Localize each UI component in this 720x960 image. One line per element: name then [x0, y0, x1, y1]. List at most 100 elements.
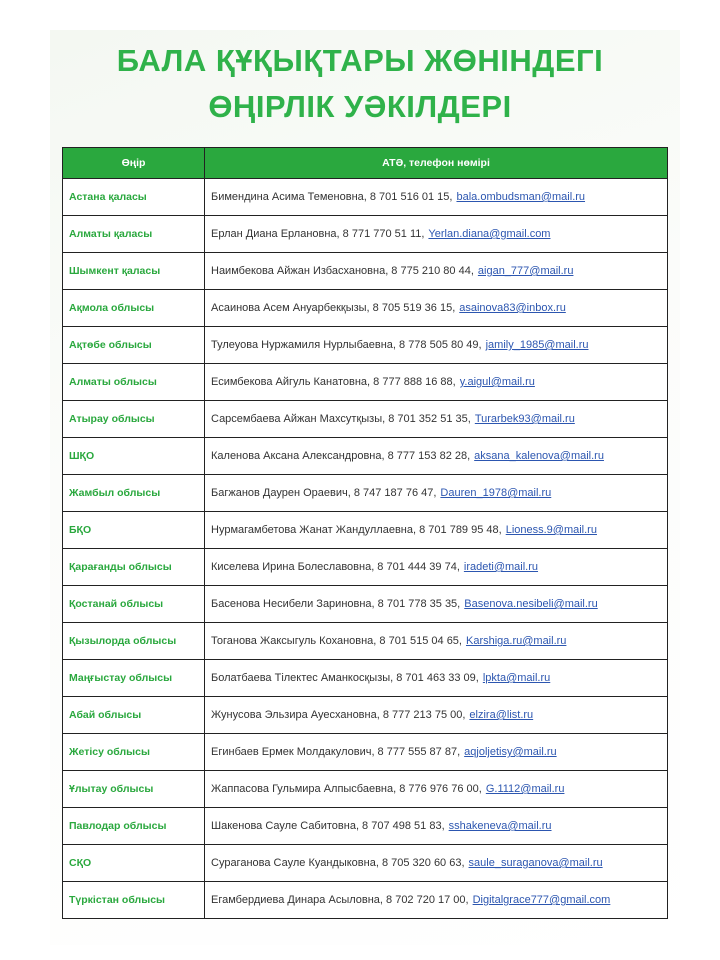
region-cell: СҚО: [62, 844, 205, 882]
email-link[interactable]: saule_suraganova@mail.ru: [468, 857, 603, 869]
email-link[interactable]: jamily_1985@mail.ru: [485, 339, 589, 351]
region-cell: Түркістан облысы: [62, 881, 205, 919]
contact-text: Ерлан Диана Ерлановна, 8 771 770 51 11,: [211, 228, 425, 240]
contact-text: Болатбаева Тілектес Аманкосқызы, 8 701 4…: [211, 672, 479, 684]
header-row: Өңір АТӘ, телефон нөмірі: [62, 147, 668, 179]
email-link[interactable]: Karshiga.ru@mail.ru: [465, 635, 567, 647]
contact-text: Егамбердиева Динара Асыловна, 8 702 720 …: [211, 894, 469, 906]
contact-text: Бимендина Асима Теменовна, 8 701 516 01 …: [211, 191, 453, 203]
email-link[interactable]: Lioness.9@mail.ru: [505, 524, 597, 536]
table-row: Шымкент қаласы Наимбекова Айжан Избасхано…: [62, 252, 668, 290]
region-cell: Қарағанды облысы: [62, 548, 205, 586]
region-cell: Ұлытау облысы: [62, 770, 205, 808]
email-link[interactable]: sshakeneva@mail.ru: [448, 820, 552, 832]
email-link[interactable]: iradeti@mail.ru: [463, 561, 539, 573]
contact-text: Егинбаев Ермек Молдакулович, 8 777 555 8…: [211, 746, 461, 758]
table-row: Қарағанды облысы Киселева Ирина Болеславо…: [62, 548, 668, 586]
region-cell: Маңғыстау облысы: [62, 659, 205, 697]
table-row: Алматы облысы Есимбекова Айгуль Канатовна…: [62, 363, 668, 401]
contact-text: Наимбекова Айжан Избасхановна, 8 775 210…: [211, 265, 474, 277]
email-link[interactable]: lpkta@mail.ru: [482, 672, 551, 684]
table: Өңір АТӘ, телефон нөмірі Астана қаласы Би…: [62, 147, 668, 919]
contact-cell: Киселева Ирина Болеславовна, 8 701 444 3…: [204, 548, 668, 586]
contact-text: Басенова Несибели Зариновна, 8 701 778 3…: [211, 598, 461, 610]
region-cell: Ақмола облысы: [62, 289, 205, 327]
contact-cell: Бимендина Асима Теменовна, 8 701 516 01 …: [204, 178, 668, 216]
region-cell: БҚО: [62, 511, 205, 549]
region-cell: Абай облысы: [62, 696, 205, 734]
table-row: Атырау облысы Сарсембаева Айжан Махсутқыз…: [62, 400, 668, 438]
region-cell: Астана қаласы: [62, 178, 205, 216]
region-cell: Алматы қаласы: [62, 215, 205, 253]
contact-cell: Тулеуова Нуржамиля Нурлыбаевна, 8 778 50…: [204, 326, 668, 364]
column-header: АТӘ, телефон нөмірі: [204, 147, 668, 179]
email-link[interactable]: Basenova.nesibeli@mail.ru: [464, 598, 598, 610]
email-link[interactable]: aqjoljetisy@mail.ru: [464, 746, 557, 758]
contact-cell: Сураганова Сауле Куандыковна, 8 705 320 …: [204, 844, 668, 882]
contact-cell: Егинбаев Ермек Молдакулович, 8 777 555 8…: [204, 733, 668, 771]
contact-cell: Жаппасова Гульмира Алпысбаевна, 8 776 97…: [204, 770, 668, 808]
title-line: БАЛА ҚҰҚЫҚТАРЫ ЖӨНІНДЕГІ: [116, 43, 604, 78]
table-row: Ұлытау облысы Жаппасова Гульмира Алпысбае…: [62, 770, 668, 808]
table-row: Астана қаласы Бимендина Асима Теменовна, …: [62, 178, 668, 216]
contact-cell: Жунусова Эльзира Ауесхановна, 8 777 213 …: [204, 696, 668, 734]
table-row: Қостанай облысы Басенова Несибели Заринов…: [62, 585, 668, 623]
contact-text: Нурмагамбетова Жанат Жандуллаевна, 8 701…: [211, 524, 502, 536]
email-link[interactable]: Yerlan.diana@gmail.com: [428, 228, 551, 240]
email-link[interactable]: elzira@list.ru: [469, 709, 534, 721]
contact-cell: Нурмагамбетова Жанат Жандуллаевна, 8 701…: [204, 511, 668, 549]
email-link[interactable]: G.1112@mail.ru: [485, 783, 565, 795]
contact-cell: Шакенова Сауле Сабитовна, 8 707 498 51 8…: [204, 807, 668, 845]
region-cell: Шымкент қаласы: [62, 252, 205, 290]
contact-text: Киселева Ирина Болеславовна, 8 701 444 3…: [211, 561, 460, 573]
email-link[interactable]: aksana_kalenova@mail.ru: [474, 450, 604, 462]
contact-cell: Басенова Несибели Зариновна, 8 701 778 3…: [204, 585, 668, 623]
email-link[interactable]: Dauren_1978@mail.ru: [440, 487, 552, 499]
table-row: Маңғыстау облысы Болатбаева Тілектес Аман…: [62, 659, 668, 697]
contact-text: Шакенова Сауле Сабитовна, 8 707 498 51 8…: [211, 820, 445, 832]
column-header: Өңір: [62, 147, 205, 179]
table-row: Ақмола облысы Асаинова Асем Ануарбекқызы,…: [62, 289, 668, 327]
region-cell: ШҚО: [62, 437, 205, 475]
contact-cell: Каленова Аксана Александровна, 8 777 153…: [204, 437, 668, 475]
email-link[interactable]: aigan_777@mail.ru: [477, 265, 574, 277]
contact-cell: Асаинова Асем Ануарбекқызы, 8 705 519 36…: [204, 289, 668, 327]
contact-text: Жунусова Эльзира Ауесхановна, 8 777 213 …: [211, 709, 466, 721]
table-row: Түркістан облысы Егамбердиева Динара Асыл…: [62, 881, 668, 919]
table-row: Павлодар облысы Шакенова Сауле Сабитовна,…: [62, 807, 668, 845]
table-row: ШҚО Каленова Аксана Александровна, 8 777 …: [62, 437, 668, 475]
contact-cell: Сарсембаева Айжан Махсутқызы, 8 701 352 …: [204, 400, 668, 438]
email-link[interactable]: y.aigul@mail.ru: [459, 376, 535, 388]
contact-cell: Есимбекова Айгуль Канатовна, 8 777 888 1…: [204, 363, 668, 401]
title: БАЛА ҚҰҚЫҚТАРЫ ЖӨНІНДЕГІ ӨҢІРЛІК УӘКІЛДЕ…: [0, 38, 720, 130]
contact-cell: Наимбекова Айжан Избасхановна, 8 775 210…: [204, 252, 668, 290]
email-link[interactable]: asainova83@inbox.ru: [459, 302, 566, 314]
region-cell: Алматы облысы: [62, 363, 205, 401]
contact-text: Асаинова Асем Ануарбекқызы, 8 705 519 36…: [211, 302, 456, 314]
contact-cell: Егамбердиева Динара Асыловна, 8 702 720 …: [204, 881, 668, 919]
table-row: Ақтөбе облысы Тулеуова Нуржамиля Нурлыбае…: [62, 326, 668, 364]
email-link[interactable]: Digitalgrace777@gmail.com: [472, 894, 611, 906]
table-body: Астана қаласы Бимендина Асима Теменовна, …: [62, 178, 668, 919]
contact-text: Жаппасова Гульмира Алпысбаевна, 8 776 97…: [211, 783, 482, 795]
contact-text: Сураганова Сауле Куандыковна, 8 705 320 …: [211, 857, 465, 869]
region-cell: Жетісу облысы: [62, 733, 205, 771]
region-cell: Қызылорда облысы: [62, 622, 205, 660]
table-row: Жамбыл облысы Багжанов Даурен Ораевич, 8 …: [62, 474, 668, 512]
region-cell: Жамбыл облысы: [62, 474, 205, 512]
region-cell: Қостанай облысы: [62, 585, 205, 623]
contact-text: Багжанов Даурен Ораевич, 8 747 187 76 47…: [211, 487, 437, 499]
contact-cell: Багжанов Даурен Ораевич, 8 747 187 76 47…: [204, 474, 668, 512]
contact-text: Есимбекова Айгуль Канатовна, 8 777 888 1…: [211, 376, 456, 388]
table-row: Абай облысы Жунусова Эльзира Ауесхановна,…: [62, 696, 668, 734]
region-cell: Ақтөбе облысы: [62, 326, 205, 364]
email-link[interactable]: Turarbek93@mail.ru: [474, 413, 575, 425]
table-row: Жетісу облысы Егинбаев Ермек Молдакулович…: [62, 733, 668, 771]
contact-text: Тоганова Жаксыгуль Кохановна, 8 701 515 …: [211, 635, 462, 647]
email-link[interactable]: bala.ombudsman@mail.ru: [456, 191, 586, 203]
table-row: Алматы қаласы Ерлан Диана Ерлановна, 8 77…: [62, 215, 668, 253]
contact-cell: Тоганова Жаксыгуль Кохановна, 8 701 515 …: [204, 622, 668, 660]
table-row: БҚО Нурмагамбетова Жанат Жандуллаевна, 8 …: [62, 511, 668, 549]
contact-text: Тулеуова Нуржамиля Нурлыбаевна, 8 778 50…: [211, 339, 482, 351]
